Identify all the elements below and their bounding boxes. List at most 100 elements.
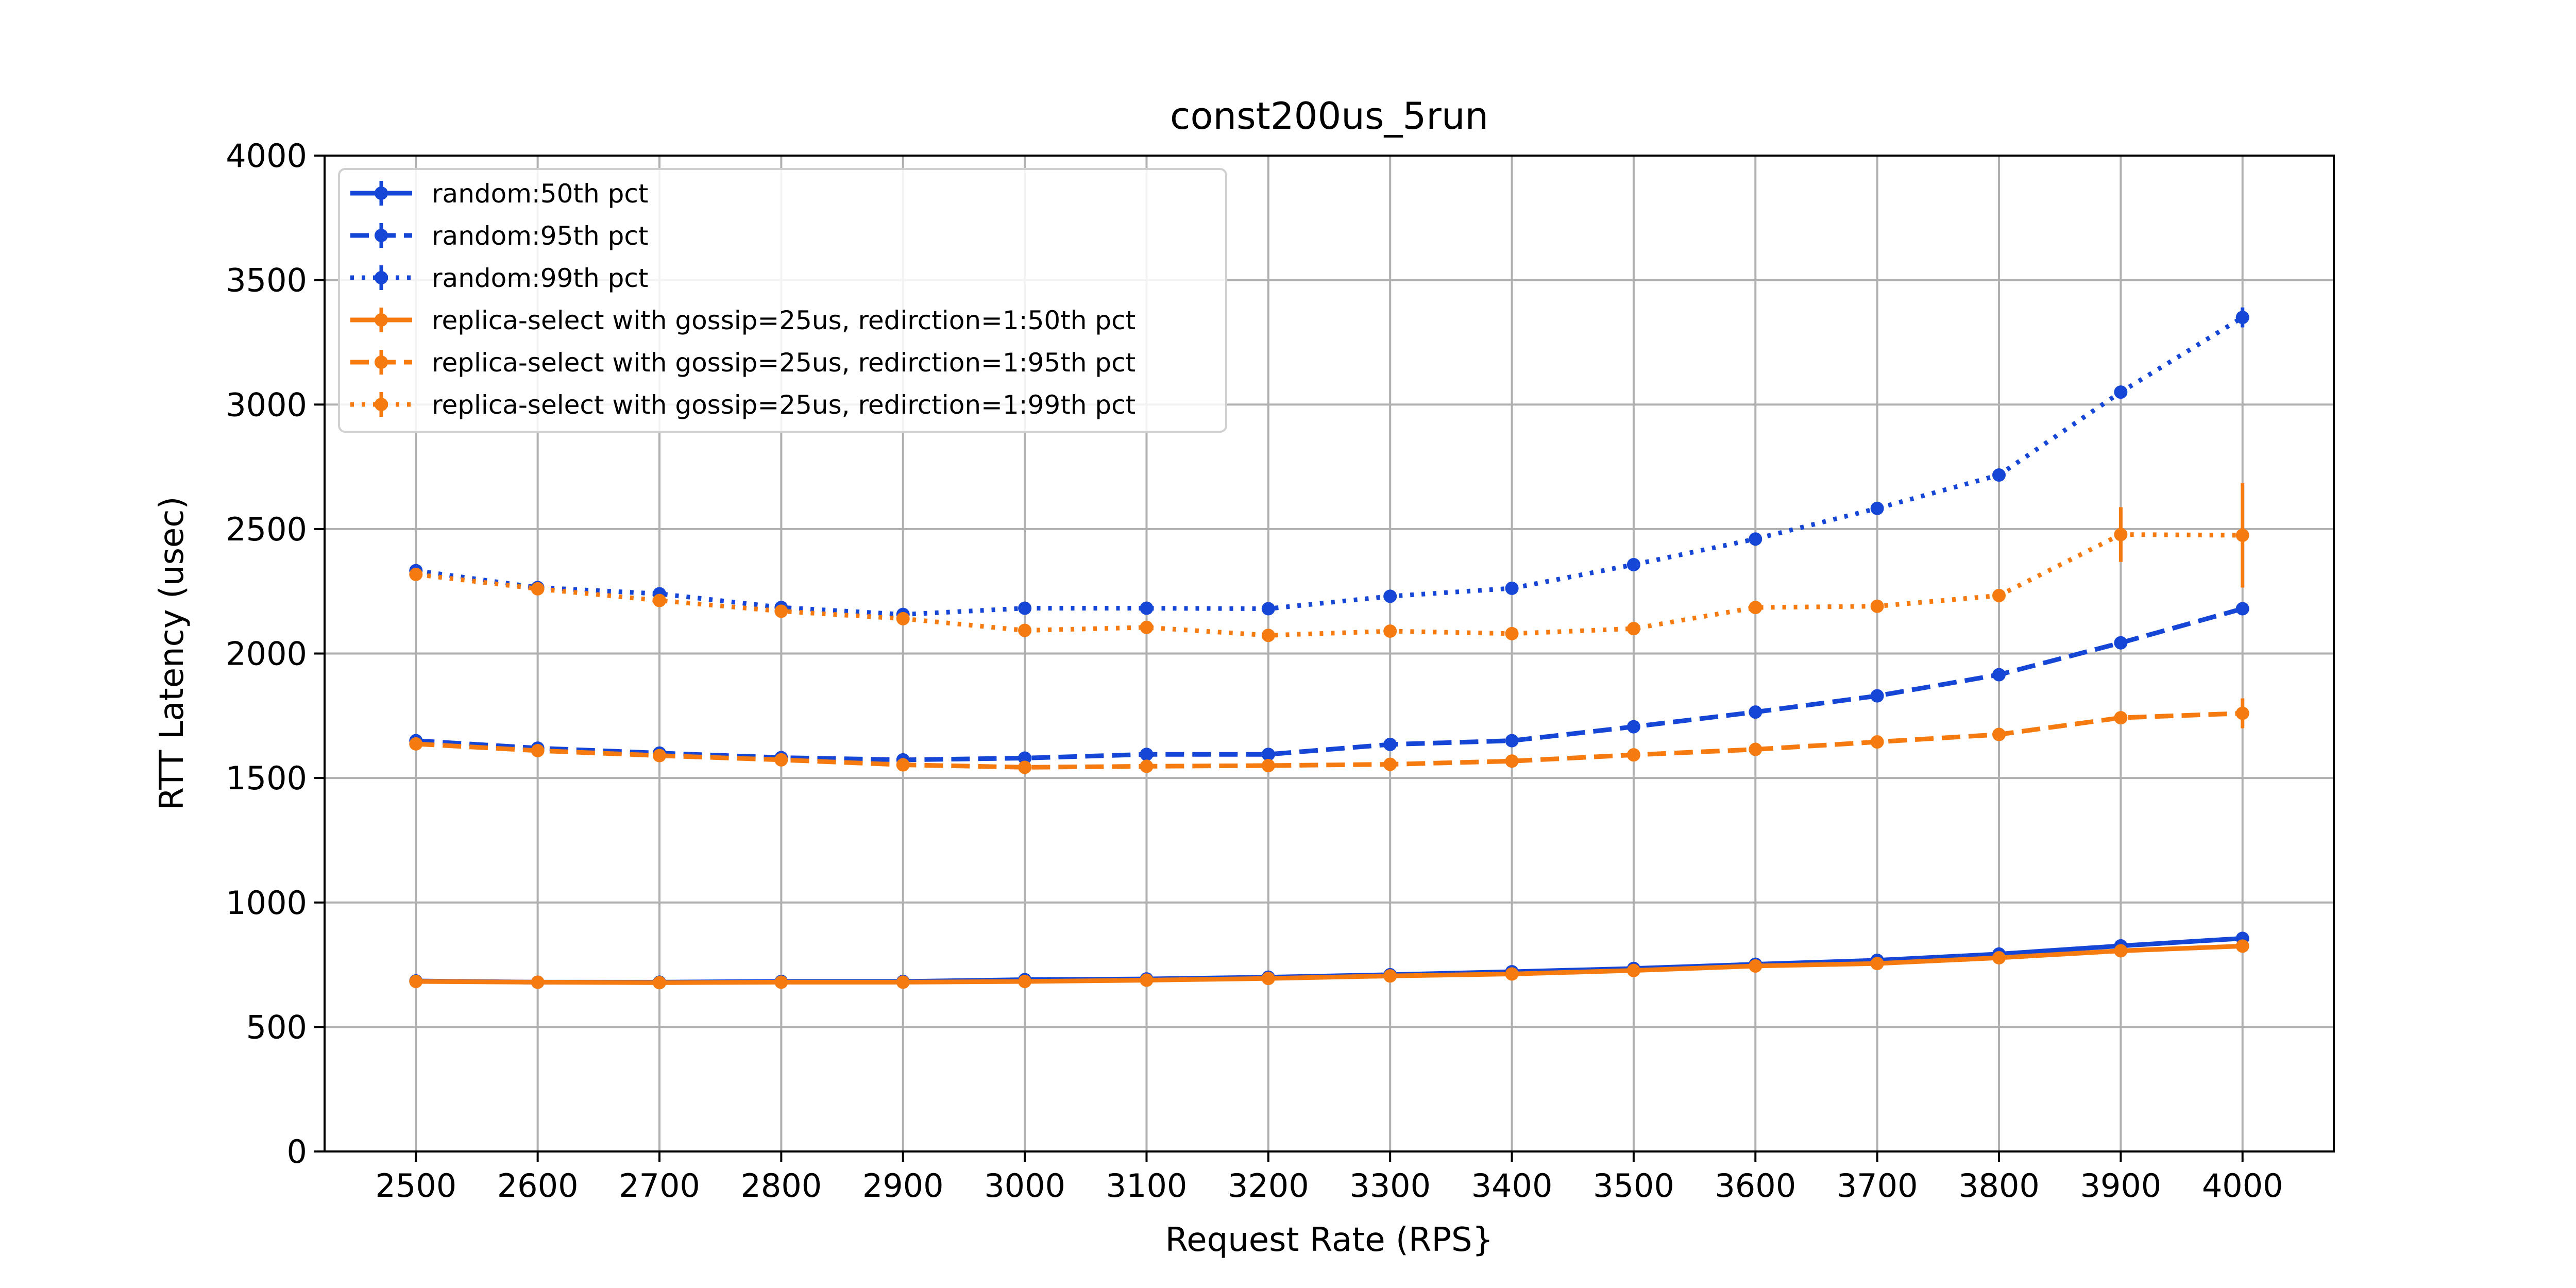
data-point [1383, 969, 1397, 983]
x-tick-label: 3500 [1593, 1167, 1674, 1205]
series-line [415, 532, 2243, 638]
data-point [2235, 311, 2249, 325]
legend-swatch-marker [375, 355, 388, 369]
data-point [1626, 963, 1640, 977]
legend-entry: replica-select with gossip=25us, redirct… [350, 306, 1136, 335]
chart-title: const200us_5run [1170, 94, 1488, 138]
y-tick-label: 3000 [226, 386, 307, 423]
data-point [774, 975, 788, 989]
series-line [415, 315, 2244, 617]
data-point [1383, 589, 1397, 603]
data-point [1749, 532, 1762, 546]
data-point [1261, 629, 1275, 642]
data-point [896, 975, 910, 989]
data-point [409, 737, 423, 751]
legend-swatch-marker [375, 187, 388, 200]
data-point [653, 976, 666, 990]
legend-swatch-marker [375, 229, 388, 242]
legend-entry: random:95th pct [350, 221, 648, 251]
data-point [1626, 720, 1640, 734]
x-tick-label: 4000 [2202, 1167, 2283, 1205]
data-point [1140, 601, 1154, 615]
y-tick-label: 3500 [226, 262, 307, 299]
data-point [2114, 528, 2128, 541]
data-point [1749, 705, 1762, 719]
legend-swatch-marker [375, 271, 388, 284]
x-tick-label: 3400 [1471, 1167, 1553, 1205]
data-point [1018, 623, 1032, 637]
legend-entry: replica-select with gossip=25us, redirct… [350, 390, 1136, 420]
data-point [1626, 622, 1640, 636]
legend-entry: random:50th pct [350, 179, 648, 209]
data-point [1749, 601, 1762, 615]
x-axis: 2500 2600 2700 2800 2900 3000 3100 3200 3300 3400… [375, 1151, 2283, 1205]
data-point [531, 975, 545, 989]
x-tick-label: 3000 [984, 1167, 1065, 1205]
data-point [2235, 528, 2249, 542]
data-point [1992, 588, 2006, 602]
data-point [1018, 601, 1032, 615]
data-point [653, 749, 666, 762]
x-tick-label: 3100 [1106, 1167, 1188, 1205]
y-axis: 0 500 1000 1500 2000 2500 3000 3500 4000 [226, 137, 325, 1171]
y-tick-label: 1500 [226, 759, 307, 797]
data-point [2114, 636, 2128, 650]
data-point [1261, 748, 1275, 761]
data-point [1018, 760, 1032, 774]
data-point [1992, 468, 2006, 482]
data-point [1505, 734, 1519, 748]
legend-swatch-marker [375, 398, 388, 411]
data-point [1870, 735, 1884, 749]
legend-label: replica-select with gossip=25us, redirct… [432, 306, 1136, 335]
y-axis-label: RTT Latency (usec) [153, 497, 191, 810]
data-point [1383, 757, 1397, 771]
data-point [896, 612, 910, 625]
data-point [2114, 944, 2128, 958]
data-point [1018, 751, 1032, 765]
y-tick-label: 0 [287, 1133, 307, 1171]
x-tick-label: 3800 [1958, 1167, 2040, 1205]
legend-label: random:99th pct [432, 263, 648, 293]
y-tick-label: 4000 [226, 137, 307, 175]
series-5 [409, 698, 2249, 774]
data-point [1261, 758, 1275, 772]
data-point [409, 567, 423, 581]
data-point [531, 743, 545, 757]
data-point [1261, 602, 1275, 616]
data-point [1992, 727, 2006, 741]
legend-frame [338, 168, 1227, 433]
data-point [531, 582, 545, 596]
data-point [1626, 748, 1640, 762]
series-layer [409, 307, 2249, 990]
legend-swatch-marker [375, 313, 388, 327]
x-tick-label: 3300 [1349, 1167, 1431, 1205]
series-line [416, 943, 2243, 985]
data-point [1626, 557, 1640, 571]
legend-label: replica-select with gossip=25us, redirct… [432, 390, 1136, 420]
y-tick-label: 1000 [226, 884, 307, 922]
data-point [2235, 939, 2249, 953]
data-point [774, 753, 788, 767]
data-point [1749, 742, 1762, 756]
legend-entry: random:99th pct [350, 263, 648, 293]
series-4 [409, 939, 2249, 990]
data-point [653, 594, 666, 607]
legend-label: replica-select with gossip=25us, redirct… [432, 348, 1136, 378]
data-point [1870, 957, 1884, 971]
data-point [1383, 737, 1397, 751]
legend-label: random:50th pct [432, 179, 648, 209]
data-point [1383, 624, 1397, 638]
y-tick-label: 500 [246, 1008, 307, 1046]
x-axis-label: Request Rate (RPS} [1165, 1221, 1494, 1259]
y-tick-label: 2000 [226, 635, 307, 673]
data-point [1870, 599, 1884, 613]
x-tick-label: 2500 [375, 1167, 456, 1205]
data-point [1140, 759, 1154, 773]
data-point [1261, 972, 1275, 986]
legend: random:50th pct random:95th pct random:99t… [338, 168, 1227, 433]
data-point [1870, 501, 1884, 515]
data-point [1505, 967, 1519, 981]
data-point [896, 758, 910, 772]
data-point [1749, 959, 1762, 973]
